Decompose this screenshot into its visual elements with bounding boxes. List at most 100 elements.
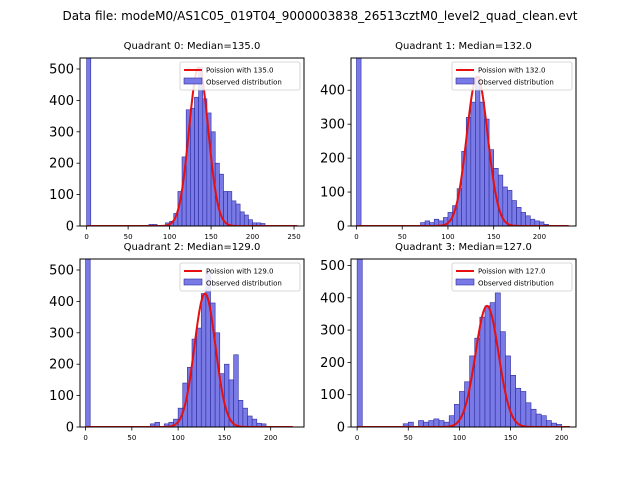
- y-tick-label: 0: [66, 220, 74, 235]
- legend: Poission with 129.0 Observed distribution: [179, 262, 301, 292]
- legend-bar-swatch: [455, 278, 475, 286]
- legend: Poission with 127.0 Observed distribution: [451, 262, 573, 292]
- poisson-fit-line: [86, 66, 298, 226]
- legend-label-poisson: Poission with 129.0: [206, 268, 274, 276]
- y-tick-label: 300: [320, 324, 345, 339]
- panel-title: Quadrant 3: Median=127.0: [395, 242, 532, 253]
- y-tick-label: 100: [49, 389, 74, 404]
- x-tick-label: 200: [246, 233, 259, 241]
- legend-box: [451, 262, 573, 292]
- legend-bar-swatch: [183, 278, 203, 286]
- histogram-bar: [535, 413, 542, 427]
- quadrant-panel-2: Quadrant 2: Median=129.0 0 50 100 150 200 0 100…: [49, 242, 305, 442]
- y-tick-label: 400: [49, 295, 74, 310]
- histogram-bar: [433, 418, 440, 427]
- histogram-bar: [239, 211, 245, 226]
- histogram-bar: [154, 421, 160, 427]
- histogram-bar: [507, 190, 513, 226]
- legend-box: [451, 61, 573, 91]
- histogram-bar: [190, 107, 195, 226]
- histogram-bar: [243, 214, 249, 226]
- x-tick-label: 250: [287, 233, 300, 241]
- x-tick-label: 50: [124, 233, 133, 241]
- x-tick-label: 0: [83, 434, 87, 442]
- histogram-bar: [356, 58, 362, 226]
- histogram-bar: [196, 327, 202, 427]
- quadrant-panel-0: Quadrant 0: Median=135.0 0 50 100 150 200 250 0…: [49, 41, 305, 241]
- legend-box: [179, 61, 301, 91]
- y-tick-label: 500: [49, 62, 74, 77]
- legend-label-poisson: Poission with 127.0: [478, 268, 546, 276]
- histogram-bar: [237, 400, 244, 427]
- y-tick-label: 0: [66, 421, 74, 436]
- y-tick-label: 100: [320, 388, 345, 403]
- legend: Poission with 135.0 Observed distribution: [179, 61, 301, 91]
- legend-label-poisson: Poission with 135.0: [206, 67, 274, 75]
- histogram-bar: [516, 207, 522, 226]
- quadrant-panel-3: Quadrant 3: Median=127.0 0 50 100 150 200 0 100…: [320, 242, 577, 442]
- legend-label-observed: Observed distribution: [478, 79, 554, 87]
- y-tick-label: 400: [320, 84, 345, 99]
- histogram-bar: [194, 96, 199, 226]
- figure-title: Data file: modeM0/AS1C05_019T04_90000038…: [62, 9, 577, 23]
- axes-frame: [79, 57, 305, 227]
- y-tick-label: 100: [49, 188, 74, 203]
- axes-frame: [350, 57, 577, 227]
- y-tick-label: 500: [320, 259, 345, 274]
- legend: Poission with 132.0 Observed distribution: [451, 61, 573, 91]
- x-tick-label: 200: [555, 434, 568, 442]
- legend-bar-swatch: [455, 77, 475, 85]
- histogram-bar: [505, 355, 511, 427]
- quadrant-panel-1: Quadrant 1: Median=132.0 0 50 100 150 200 0 100…: [320, 41, 577, 241]
- x-tick-label: 200: [533, 233, 546, 241]
- histogram-bar: [525, 402, 532, 427]
- legend-label-poisson: Poission with 132.0: [478, 67, 546, 75]
- x-tick-label: 100: [453, 434, 466, 442]
- histogram-bar: [198, 67, 204, 226]
- histogram-bar: [475, 76, 481, 226]
- histogram-bar: [530, 408, 537, 427]
- histogram-bar: [251, 418, 258, 427]
- y-tick-label: 300: [49, 125, 74, 140]
- panel-title: Quadrant 0: Median=135.0: [124, 41, 261, 52]
- x-tick-label: 150: [204, 233, 217, 241]
- histogram-bar: [484, 305, 491, 427]
- x-tick-label: 200: [264, 434, 277, 442]
- x-tick-label: 0: [354, 233, 358, 241]
- histogram-bar: [520, 391, 527, 427]
- panel-title: Quadrant 2: Median=129.0: [124, 242, 261, 253]
- histogram-bar: [235, 203, 241, 226]
- histogram-bar: [86, 58, 92, 226]
- y-tick-label: 500: [49, 263, 74, 278]
- x-tick-label: 150: [487, 233, 500, 241]
- histogram-bar: [479, 101, 485, 226]
- x-tick-label: 150: [218, 434, 231, 442]
- x-tick-label: 50: [398, 233, 407, 241]
- y-tick-label: 200: [49, 358, 74, 373]
- x-tick-label: 50: [404, 434, 413, 442]
- histogram-bar: [260, 223, 266, 226]
- histogram-bar: [540, 415, 547, 427]
- y-tick-label: 0: [337, 220, 345, 235]
- legend-bar-swatch: [183, 77, 203, 85]
- axes-frame: [350, 258, 577, 428]
- histogram-bar: [227, 191, 233, 226]
- legend-label-observed: Observed distribution: [478, 280, 554, 288]
- histogram-bar: [356, 259, 363, 427]
- x-tick-label: 100: [441, 233, 454, 241]
- plot-area: [86, 58, 298, 226]
- x-tick-label: 150: [504, 434, 517, 442]
- histogram-bar: [200, 293, 207, 427]
- axes-frame: [79, 258, 305, 428]
- y-tick-label: 200: [49, 157, 74, 172]
- y-tick-label: 400: [49, 94, 74, 109]
- histogram-bar: [511, 200, 517, 226]
- histogram-bar: [85, 259, 91, 427]
- histogram-bar: [233, 354, 239, 427]
- histogram-bar: [525, 215, 531, 226]
- histogram-bar: [479, 316, 486, 427]
- x-tick-label: 100: [163, 233, 176, 241]
- plot-area: [356, 58, 569, 226]
- histogram-bar: [242, 407, 248, 427]
